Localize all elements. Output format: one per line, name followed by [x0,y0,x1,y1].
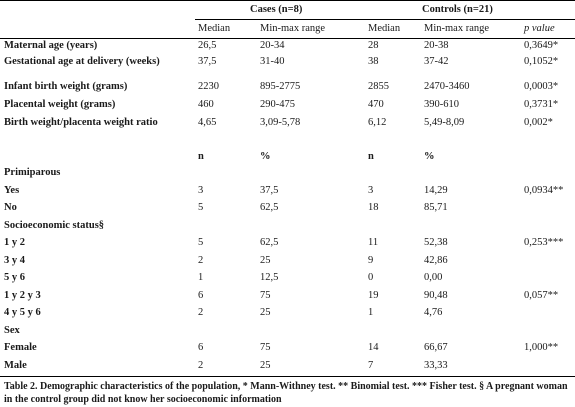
controls-pct-cell: 4,76 [424,307,443,318]
controls-range-cell: 20-38 [424,40,449,51]
cases-pct-header: % [260,151,271,162]
controls-median-cell: 38 [368,56,379,67]
controls-n-cell: 3 [368,185,374,196]
cases-pct-cell: 25 [260,360,271,371]
bottom-rule [0,376,575,377]
controls-group-header: Controls (n=21) [422,4,493,15]
controls-n-header: n [368,151,374,162]
controls-pct-cell: 33,33 [424,360,448,371]
cases-n-header: n [198,151,204,162]
row-label: Gestational age at delivery (weeks) [4,56,160,67]
cases-median-cell: 26,5 [198,40,217,51]
row-label: 4 y 5 y 6 [4,307,41,318]
group-header-rule [195,19,575,20]
row-label: 1 y 2 y 3 [4,290,41,301]
cases-n-cell: 3 [198,185,204,196]
controls-n-cell: 9 [368,255,374,266]
p-value-cell: 0,0003* [524,81,559,92]
section-label: Sex [4,325,20,336]
cases-pct-cell: 12,5 [260,272,279,283]
controls-n-cell: 19 [368,290,379,301]
cases-n-cell: 6 [198,290,204,301]
controls-n-cell: 14 [368,342,379,353]
row-label: Infant birth weight (grams) [4,81,128,92]
controls-pct-cell: 85,71 [424,202,448,213]
controls-range-header: Min-max range [424,23,490,34]
row-label: Male [4,360,27,371]
p-value-header: p value [524,23,555,34]
controls-range-cell: 390-610 [424,99,459,110]
table-caption: Table 2. Demographic characteristics of … [4,381,568,405]
controls-pct-header: % [424,151,435,162]
controls-pct-cell: 0,00 [424,272,443,283]
p-value-cell: 0,002* [524,117,553,128]
cases-pct-cell: 62,5 [260,202,279,213]
cases-range-header: Min-max range [260,23,326,34]
cases-median-cell: 37,5 [198,56,217,67]
cases-median-header: Median [198,23,231,34]
cases-median-cell: 4,65 [198,117,217,128]
row-label: 5 y 6 [4,272,25,283]
cases-range-cell: 290-475 [260,99,295,110]
p-value-cell: 0,253*** [524,237,564,248]
p-value-cell: 0,3731* [524,99,559,110]
controls-pct-cell: 14,29 [424,185,448,196]
p-value-cell: 0,0934** [524,185,564,196]
cases-range-cell: 895-2775 [260,81,301,92]
p-value-cell: 0,1052* [524,56,559,67]
controls-median-cell: 28 [368,40,379,51]
cases-pct-cell: 75 [260,342,271,353]
cases-n-cell: 5 [198,202,204,213]
cases-range-cell: 20-34 [260,40,285,51]
cases-range-cell: 3,09-5,78 [260,117,301,128]
controls-median-header: Median [368,23,401,34]
row-label: Female [4,342,37,353]
controls-range-cell: 37-42 [424,56,449,67]
controls-n-cell: 18 [368,202,379,213]
controls-n-cell: 0 [368,272,374,283]
controls-pct-cell: 42,86 [424,255,448,266]
row-label: Yes [4,185,20,196]
controls-pct-cell: 90,48 [424,290,448,301]
cases-pct-cell: 75 [260,290,271,301]
controls-range-cell: 2470-3460 [424,81,470,92]
cases-median-cell: 460 [198,99,214,110]
controls-median-cell: 2855 [368,81,389,92]
header-rule [0,38,575,39]
cases-pct-cell: 62,5 [260,237,279,248]
row-label: No [4,202,17,213]
controls-median-cell: 470 [368,99,384,110]
cases-n-cell: 2 [198,255,204,266]
row-label: Placental weight (grams) [4,99,116,110]
controls-n-cell: 7 [368,360,374,371]
controls-pct-cell: 66,67 [424,342,448,353]
top-rule [0,0,575,1]
row-label: 3 y 4 [4,255,25,266]
row-label: Birth weight/placenta weight ratio [4,117,158,128]
p-value-cell: 1,000** [524,342,559,353]
controls-median-cell: 6,12 [368,117,387,128]
section-label: Primiparous [4,167,61,178]
p-value-cell: 0,3649* [524,40,559,51]
row-label: 1 y 2 [4,237,25,248]
cases-n-cell: 2 [198,360,204,371]
cases-group-header: Cases (n=8) [250,4,303,15]
row-label: Maternal age (years) [4,40,98,51]
p-value-cell: 0,057** [524,290,559,301]
controls-range-cell: 5,49-8,09 [424,117,465,128]
cases-n-cell: 1 [198,272,204,283]
controls-pct-cell: 52,38 [424,237,448,248]
cases-pct-cell: 37,5 [260,185,279,196]
cases-n-cell: 2 [198,307,204,318]
cases-n-cell: 5 [198,237,204,248]
cases-median-cell: 2230 [198,81,219,92]
cases-pct-cell: 25 [260,307,271,318]
cases-range-cell: 31-40 [260,56,285,67]
controls-n-cell: 11 [368,237,379,248]
section-label: Socioeconomic status§ [4,220,105,231]
controls-n-cell: 1 [368,307,374,318]
cases-pct-cell: 25 [260,255,271,266]
cases-n-cell: 6 [198,342,204,353]
